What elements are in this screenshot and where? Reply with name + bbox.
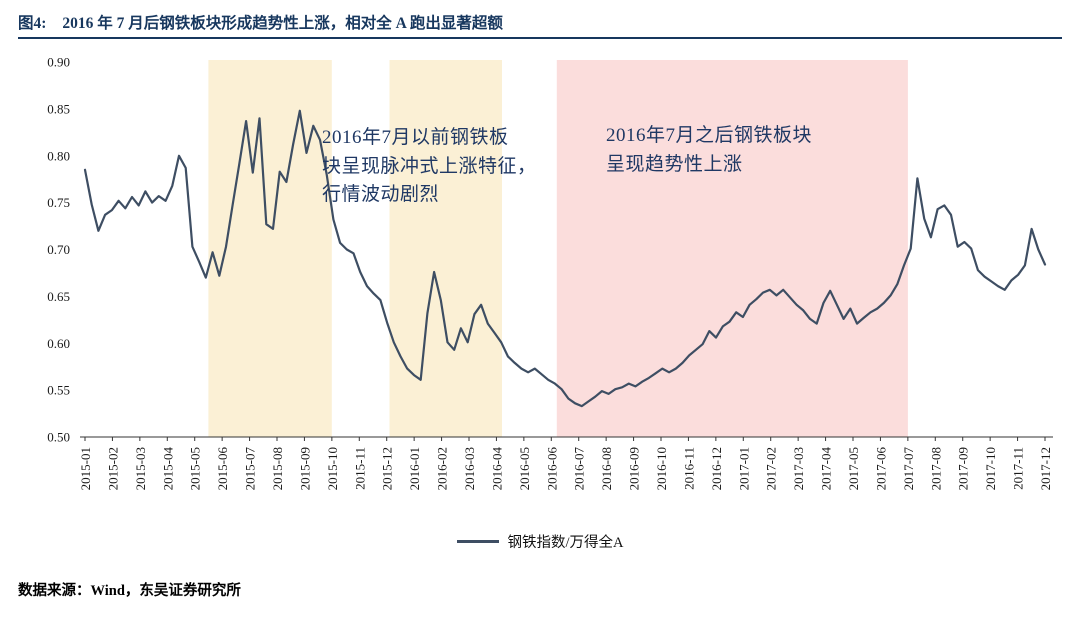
svg-text:2015-11: 2015-11 bbox=[352, 447, 367, 490]
svg-text:2016-06: 2016-06 bbox=[544, 447, 559, 491]
svg-text:2015-01: 2015-01 bbox=[78, 447, 93, 490]
svg-text:0.65: 0.65 bbox=[47, 289, 70, 304]
svg-text:0.75: 0.75 bbox=[47, 195, 70, 210]
svg-text:2017-01: 2017-01 bbox=[736, 447, 751, 490]
svg-text:2016-11: 2016-11 bbox=[681, 447, 696, 490]
svg-text:0.90: 0.90 bbox=[47, 55, 70, 70]
svg-text:2015-03: 2015-03 bbox=[133, 447, 148, 490]
svg-text:2017-03: 2017-03 bbox=[791, 447, 806, 490]
svg-text:2016-10: 2016-10 bbox=[654, 447, 669, 490]
svg-text:2015-12: 2015-12 bbox=[380, 447, 395, 490]
svg-text:2016-05: 2016-05 bbox=[517, 447, 532, 490]
svg-text:0.80: 0.80 bbox=[47, 148, 70, 163]
svg-text:2016-04: 2016-04 bbox=[489, 447, 504, 491]
svg-text:2017-04: 2017-04 bbox=[819, 447, 834, 491]
data-source-note: 数据来源：Wind，东吴证券研究所 bbox=[18, 583, 241, 599]
svg-text:0.55: 0.55 bbox=[47, 383, 70, 398]
figure-title: 2016 年 7 月后钢铁板块形成趋势性上涨，相对全 A 跑出显著超额 bbox=[62, 15, 503, 32]
svg-text:2015-04: 2015-04 bbox=[160, 447, 175, 491]
svg-text:2015-06: 2015-06 bbox=[215, 447, 230, 491]
svg-text:2016-01: 2016-01 bbox=[407, 447, 422, 490]
line-chart: 0.50 0.55 0.60 0.65 0.70 0.75 0.80 0.85 0.90 2015… bbox=[47, 55, 1053, 491]
svg-text:2017-10: 2017-10 bbox=[983, 447, 998, 490]
svg-text:2015-08: 2015-08 bbox=[270, 447, 285, 490]
svg-text:0.60: 0.60 bbox=[47, 336, 70, 351]
chart-legend: 钢铁指数/万得全A bbox=[0, 531, 1080, 552]
svg-text:2016-09: 2016-09 bbox=[627, 447, 642, 490]
svg-text:2015-09: 2015-09 bbox=[297, 447, 312, 490]
annotation-pre-july-2016: 2016年7月以前钢铁板 块呈现脉冲式上涨特征， 行情波动剧烈 bbox=[322, 127, 537, 205]
svg-text:0.85: 0.85 bbox=[47, 101, 70, 116]
svg-text:2016-03: 2016-03 bbox=[462, 447, 477, 490]
annotation-post-july-2016: 2016年7月之后钢铁板块 呈现趋势性上涨 bbox=[606, 125, 813, 175]
svg-text:2015-02: 2015-02 bbox=[105, 447, 120, 490]
svg-text:2016-12: 2016-12 bbox=[709, 447, 724, 490]
svg-text:2017-07: 2017-07 bbox=[901, 447, 916, 491]
svg-text:2017-12: 2017-12 bbox=[1038, 447, 1053, 490]
chart-area: 0.50 0.55 0.60 0.65 0.70 0.75 0.80 0.85 0.90 2015… bbox=[10, 54, 1070, 524]
svg-text:2017-06: 2017-06 bbox=[873, 447, 888, 491]
svg-text:2017-11: 2017-11 bbox=[1011, 447, 1026, 490]
svg-text:0.50: 0.50 bbox=[47, 430, 70, 445]
svg-text:2016-07: 2016-07 bbox=[572, 447, 587, 491]
figure-caption: 图4: 2016 年 7 月后钢铁板块形成趋势性上涨，相对全 A 跑出显著超额 bbox=[18, 11, 503, 33]
svg-text:2015-05: 2015-05 bbox=[188, 447, 203, 490]
legend-line-swatch bbox=[456, 540, 499, 543]
figure-number: 图4: bbox=[18, 15, 47, 32]
svg-text:2017-08: 2017-08 bbox=[928, 447, 943, 490]
legend-label: 钢铁指数/万得全A bbox=[507, 535, 624, 551]
caption-divider bbox=[18, 37, 1062, 39]
svg-text:2017-02: 2017-02 bbox=[764, 447, 779, 490]
svg-text:0.70: 0.70 bbox=[47, 242, 70, 257]
svg-text:2017-05: 2017-05 bbox=[846, 447, 861, 490]
svg-text:2017-09: 2017-09 bbox=[956, 447, 971, 490]
svg-text:2015-10: 2015-10 bbox=[325, 447, 340, 490]
svg-text:2016-02: 2016-02 bbox=[435, 447, 450, 490]
svg-text:2016-08: 2016-08 bbox=[599, 447, 614, 490]
svg-text:2015-07: 2015-07 bbox=[243, 447, 258, 491]
